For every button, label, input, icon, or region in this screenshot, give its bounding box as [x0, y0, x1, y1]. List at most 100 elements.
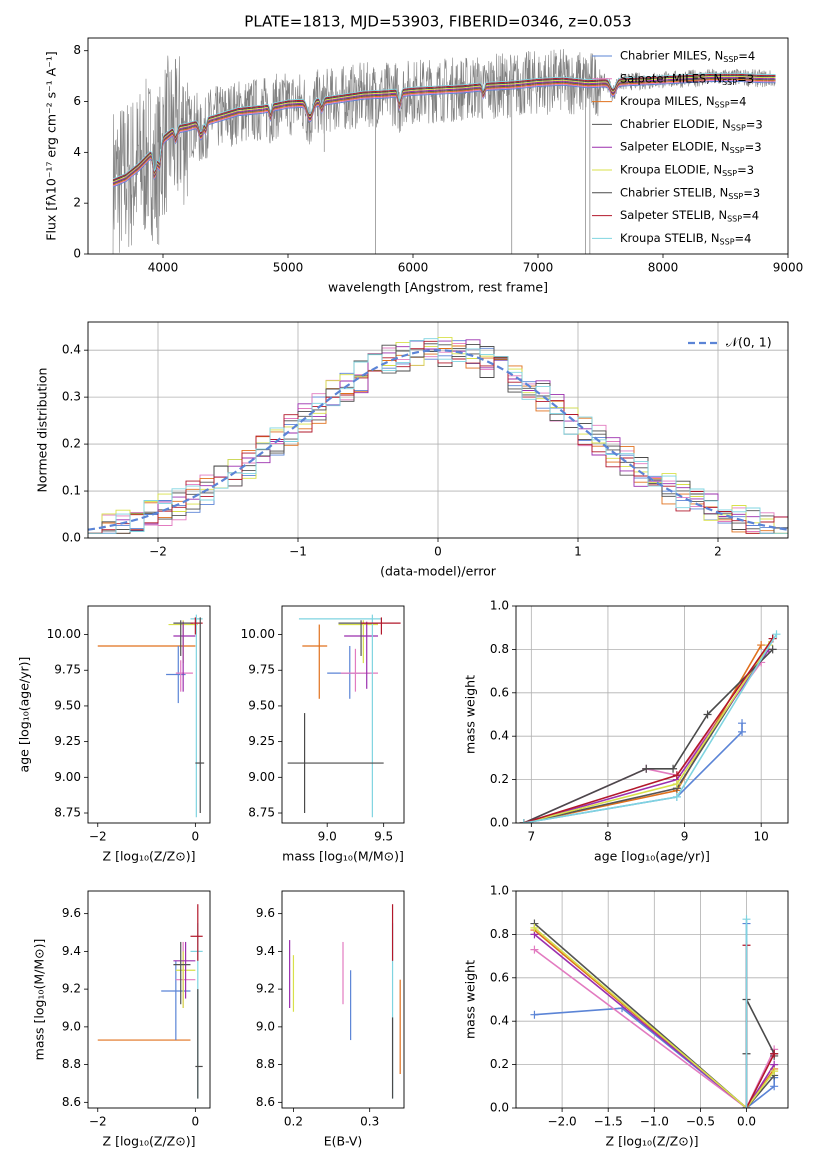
x-tick-label: −1.0	[640, 1115, 669, 1129]
x-axis-label: age [log₁₀(age/yr)]	[594, 849, 710, 864]
x-axis-label: E(B-V)	[324, 1134, 363, 1149]
x-tick-label: 5000	[273, 261, 304, 275]
y-tick-label: 0.0	[62, 531, 81, 545]
x-tick-label: 6000	[398, 261, 429, 275]
x-axis-label: wavelength [Angstrom, rest frame]	[328, 280, 548, 295]
y-tick-label: 8.8	[256, 1057, 275, 1071]
y-tick-label: 1.0	[490, 884, 509, 898]
legend-label-chabrier_stelib: Chabrier STELIB, NSSP=3	[620, 185, 760, 200]
legend-label-chabrier_miles: Chabrier MILES, NSSP=4	[620, 49, 755, 64]
y-axis-label: mass weight	[463, 960, 478, 1039]
x-tick-label: −1	[289, 545, 307, 559]
model-spectrum-chabrier_miles	[112, 81, 776, 188]
y-tick-label: 9.25	[248, 734, 275, 748]
x-tick-label: 9000	[773, 261, 804, 275]
line-kroupa_elodie	[533, 927, 775, 1108]
y-tick-label: 0.6	[490, 685, 509, 699]
marker-kroupa_stelib	[672, 792, 681, 801]
y-tick-label: 0.2	[62, 437, 81, 451]
axes-age-vs-mass: 9.0 9.5 8.75 9.00 9.25 9.50 9.75 10.00 mass [log…	[241, 605, 405, 864]
line-salpeter_miles	[533, 948, 775, 1108]
axes-frame	[281, 890, 405, 1109]
y-tick-label: 8.75	[54, 806, 81, 820]
y-tick-label: 9.0	[256, 1019, 275, 1033]
line-salpeter_miles	[523, 661, 762, 823]
y-tick-label: 0.6	[490, 970, 509, 984]
chart-title: PLATE=1813, MJD=53903, FIBERID=0346, z=0…	[244, 13, 631, 31]
x-tick-label: 7000	[523, 261, 554, 275]
marker-chabrier_stelib	[642, 764, 651, 773]
y-tick-label: 0.4	[490, 1014, 509, 1028]
axes-frame	[87, 37, 789, 255]
x-tick-label: 10	[754, 830, 769, 844]
line-chabrier_elodie	[523, 638, 774, 823]
axes-frame	[281, 605, 405, 824]
x-tick-label: 7	[528, 830, 536, 844]
legend-label-chabrier_elodie: Chabrier ELODIE, NSSP=3	[620, 117, 763, 132]
marker-kroupa_miles	[757, 641, 766, 650]
plot-area-residuals	[88, 336, 788, 534]
marker-chabrier_miles	[738, 719, 747, 728]
y-tick-label: 9.2	[62, 982, 81, 996]
y-axis-label: Normed distribution	[35, 368, 50, 493]
x-tick-label: 0	[192, 1115, 200, 1129]
x-tick-label: 1	[574, 545, 582, 559]
axes-frame	[515, 605, 789, 824]
x-tick-label: 8	[604, 830, 612, 844]
model-spectrum-kroupa_elodie	[112, 75, 776, 183]
legend-label-salpeter_elodie: Salpeter ELODIE, NSSP=3	[620, 140, 762, 155]
y-tick-label: 0.0	[490, 1101, 509, 1115]
legend-label-kroupa_elodie: Kroupa ELODIE, NSSP=3	[620, 163, 754, 178]
marker-salpeter_stelib	[672, 771, 681, 780]
x-axis-label: mass [log₁₀(M/M⊙)]	[282, 849, 404, 864]
plot-area-age-vs-mass	[287, 614, 401, 818]
x-tick-label: 0	[192, 830, 200, 844]
marker-chabrier_stelib	[669, 764, 678, 773]
y-tick-label: 0.2	[490, 1057, 509, 1071]
y-tick-label: 9.4	[256, 944, 275, 958]
axes-frame	[515, 890, 789, 1109]
y-tick-label: 4	[73, 145, 81, 159]
marker-salpeter_miles	[530, 945, 539, 954]
legend-label-normal: 𝒩(0, 1)	[726, 335, 772, 350]
x-tick-label: 8000	[648, 261, 679, 275]
model-spectrum-kroupa_stelib	[112, 72, 776, 180]
y-tick-label: 0.2	[490, 772, 509, 786]
y-tick-label: 10.00	[241, 627, 275, 641]
histogram-kroupa_stelib	[88, 338, 788, 534]
y-tick-label: 9.2	[256, 982, 275, 996]
x-tick-label: −2	[89, 1115, 107, 1129]
axes-mass-weight-vs-Z: −2.0 −1.5 −1.0 −0.5 0.0 0.0 0.2 0.4 0.6 0.8 1.0 Z […	[463, 884, 789, 1149]
marker-chabrier_miles	[530, 1010, 539, 1019]
axes-residuals: −2 −1 0 1 2 0.0 0.1 0.2 0.3 0.4 (data-model)/error…	[35, 321, 789, 579]
line-kroupa_miles	[533, 929, 775, 1108]
x-tick-label: 9.0	[318, 830, 337, 844]
y-tick-label: 0.3	[62, 390, 81, 404]
y-tick-label: 8.6	[256, 1095, 275, 1109]
model-spectrum-salpeter_stelib	[112, 73, 776, 181]
marker-salpeter_stelib	[770, 1049, 779, 1058]
x-tick-label: −2	[89, 830, 107, 844]
legend-label-salpeter_miles: Salpeter MILES, NSSP=3	[620, 71, 754, 86]
spectrum-legend: Chabrier MILES, NSSP=4 Salpeter MILES, NS…	[592, 49, 763, 246]
x-tick-label: −2.0	[548, 1115, 577, 1129]
x-tick-label: 0.2	[284, 1115, 303, 1129]
y-tick-label: 0.0	[490, 816, 509, 830]
marker-kroupa_stelib	[742, 1104, 751, 1108]
legend-label-kroupa_miles: Kroupa MILES, NSSP=4	[620, 94, 746, 109]
model-spectrum-chabrier_elodie	[112, 77, 776, 185]
line-chabrier_elodie	[533, 922, 775, 1108]
marker-kroupa_stelib	[519, 819, 528, 823]
x-tick-label: 2	[714, 545, 722, 559]
axes-frame	[87, 890, 211, 1109]
plot-area-mass-weight-vs-age	[519, 630, 781, 823]
x-tick-label: 9.5	[374, 830, 393, 844]
y-tick-label: 8	[73, 43, 81, 57]
marker-kroupa_elodie	[672, 779, 681, 788]
marker-kroupa_stelib	[742, 915, 751, 924]
plot-area-age-vs-Z	[97, 614, 205, 818]
model-spectrum-salpeter_elodie	[112, 76, 776, 184]
x-axis-label: Z [log₁₀(Z/Z⊙)]	[103, 849, 196, 864]
y-tick-label: 9.6	[62, 906, 81, 920]
